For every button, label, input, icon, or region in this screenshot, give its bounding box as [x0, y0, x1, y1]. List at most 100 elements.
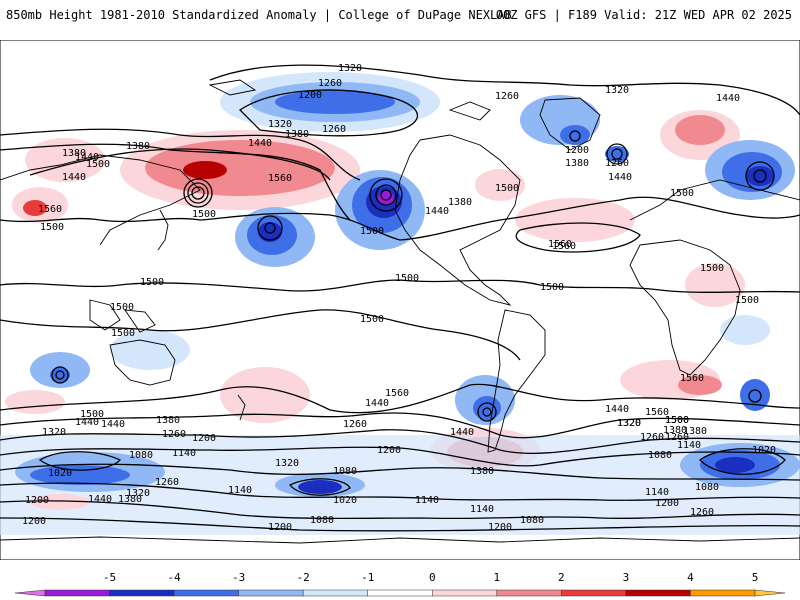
contour-label: 1440	[75, 417, 99, 428]
contour-label: 1440	[75, 152, 99, 163]
contour-label: 1200	[488, 522, 512, 533]
contour-label: 1440	[425, 206, 449, 217]
colorbar-segment	[173, 589, 239, 597]
contour-label: 1260	[322, 124, 346, 135]
contour-label: 1140	[415, 495, 439, 506]
model-run-info: 00Z GFS | F189 Valid: 21Z WED APR 02 202…	[495, 8, 792, 22]
contour-label: 1200	[25, 495, 49, 506]
contour-label: 1260	[665, 432, 689, 443]
colorbar-segment	[690, 589, 756, 597]
contour-label: 1140	[172, 448, 196, 459]
colorbar-arrow-right	[754, 589, 786, 597]
contour-label: 1440	[716, 93, 740, 104]
contour-label: 1260	[162, 429, 186, 440]
contour-label: 1200	[192, 433, 216, 444]
contour-label: 1500	[670, 188, 694, 199]
colorbar-tick-label: -2	[297, 571, 310, 584]
contour-label: 1320	[617, 418, 641, 429]
contour-label: 1500	[700, 263, 724, 274]
contour-label: 1080	[648, 450, 672, 461]
contour-label: 1440	[365, 398, 389, 409]
colorbar-tick-label: 4	[687, 571, 694, 584]
colorbar-segment	[496, 589, 562, 597]
colorbar-tick-label: 2	[558, 571, 565, 584]
contour-label: 1560	[680, 373, 704, 384]
contour-label: 1440	[248, 138, 272, 149]
contour-label: 1200	[655, 498, 679, 509]
colorbar-tick-label: -4	[167, 571, 181, 584]
contour-label: 1440	[608, 172, 632, 183]
contour-label: 1080	[520, 515, 544, 526]
colorbar-segments	[14, 589, 786, 597]
contour-label: 1500	[80, 409, 104, 420]
contour-label: 1500	[140, 277, 164, 288]
contour-label: 1080	[695, 482, 719, 493]
contour-label: 1380	[126, 141, 150, 152]
contour-label: 1500	[40, 222, 64, 233]
contour-label: 1140	[677, 440, 701, 451]
height-contours	[0, 64, 800, 532]
contour-label: 1560	[268, 173, 292, 184]
contour-label: 1200	[565, 145, 589, 156]
contour-label: 1560	[38, 204, 62, 215]
contour-label: 1020	[48, 468, 72, 479]
colorbar-segment	[367, 589, 433, 597]
contour-label: 1440	[88, 494, 112, 505]
contour-label: 1260	[640, 432, 664, 443]
contour-label: 1200	[377, 445, 401, 456]
contour-label: 1560	[552, 241, 576, 252]
colorbar-ticks: -5 -4 -3 -2 -1 0 1 2 3 4 5	[103, 571, 758, 584]
contour-label: 1020	[333, 495, 357, 506]
colorbar-segment	[44, 589, 110, 597]
contour-label: 1500	[192, 209, 216, 220]
contour-label-group: 1320 1260 1200 1260 1320 1440 1380 1440 …	[22, 63, 776, 533]
colorbar-segment	[109, 589, 175, 597]
contour-label: 1500	[395, 273, 419, 284]
colorbar-tick-label: -3	[232, 571, 245, 584]
contour-label: 1200	[22, 516, 46, 527]
contour-label: 1320	[617, 418, 641, 429]
contour-label: 1200	[268, 522, 292, 533]
contour-label: 1380	[62, 148, 86, 159]
anomaly-map: 1320 1260 1200 1260 1320 1440 1380 1440 …	[0, 40, 800, 560]
contour-label: 1320	[42, 427, 66, 438]
colorbar-tick-label: 1	[494, 571, 501, 584]
contour-label: 1440	[450, 427, 474, 438]
contour-label: 1380	[470, 466, 494, 477]
contour-label: 1140	[228, 485, 252, 496]
colorbar-segment	[238, 589, 304, 597]
contour-label: 1320	[268, 119, 292, 130]
colorbar-segment	[561, 589, 627, 597]
map-title: 850mb Height 1981-2010 Standardized Anom…	[6, 8, 512, 22]
contour-label: 1440	[62, 172, 86, 183]
coastlines	[0, 79, 800, 544]
contour-label: 1260	[605, 158, 629, 169]
contour-label: 1500	[360, 314, 384, 325]
contour-label: 1500	[495, 183, 519, 194]
contour-label: 1560	[548, 239, 572, 250]
contour-label: 1500	[665, 415, 689, 426]
contour-label: 1500	[110, 302, 134, 313]
contour-label: 1080	[310, 515, 334, 526]
contour-label: 1200	[298, 90, 322, 101]
contour-label: 1320	[605, 85, 629, 96]
contour-label: 1140	[645, 487, 669, 498]
contour-label: 1380	[156, 415, 180, 426]
contour-label: 1440	[101, 419, 125, 430]
contour-label: 1380	[448, 197, 472, 208]
contour-label: 1260	[495, 91, 519, 102]
contour-label: 1260	[690, 507, 714, 518]
contour-label: 1020	[752, 445, 776, 456]
colorbar-tick-label: 3	[623, 571, 630, 584]
colorbar-segment	[625, 589, 691, 597]
colorbar-tick-label: -1	[361, 571, 374, 584]
colorbar-segment	[432, 589, 498, 597]
contour-label: 1440	[605, 404, 629, 415]
contour-label: 1500	[735, 295, 759, 306]
colorbar-tick-label: 5	[752, 571, 759, 584]
contour-label: 1500	[360, 226, 384, 237]
contour-label: 1500	[665, 415, 689, 426]
contour-label: 1380	[285, 129, 309, 140]
colorbar-tick-label: -5	[103, 571, 116, 584]
contour-label: 1080	[129, 450, 153, 461]
